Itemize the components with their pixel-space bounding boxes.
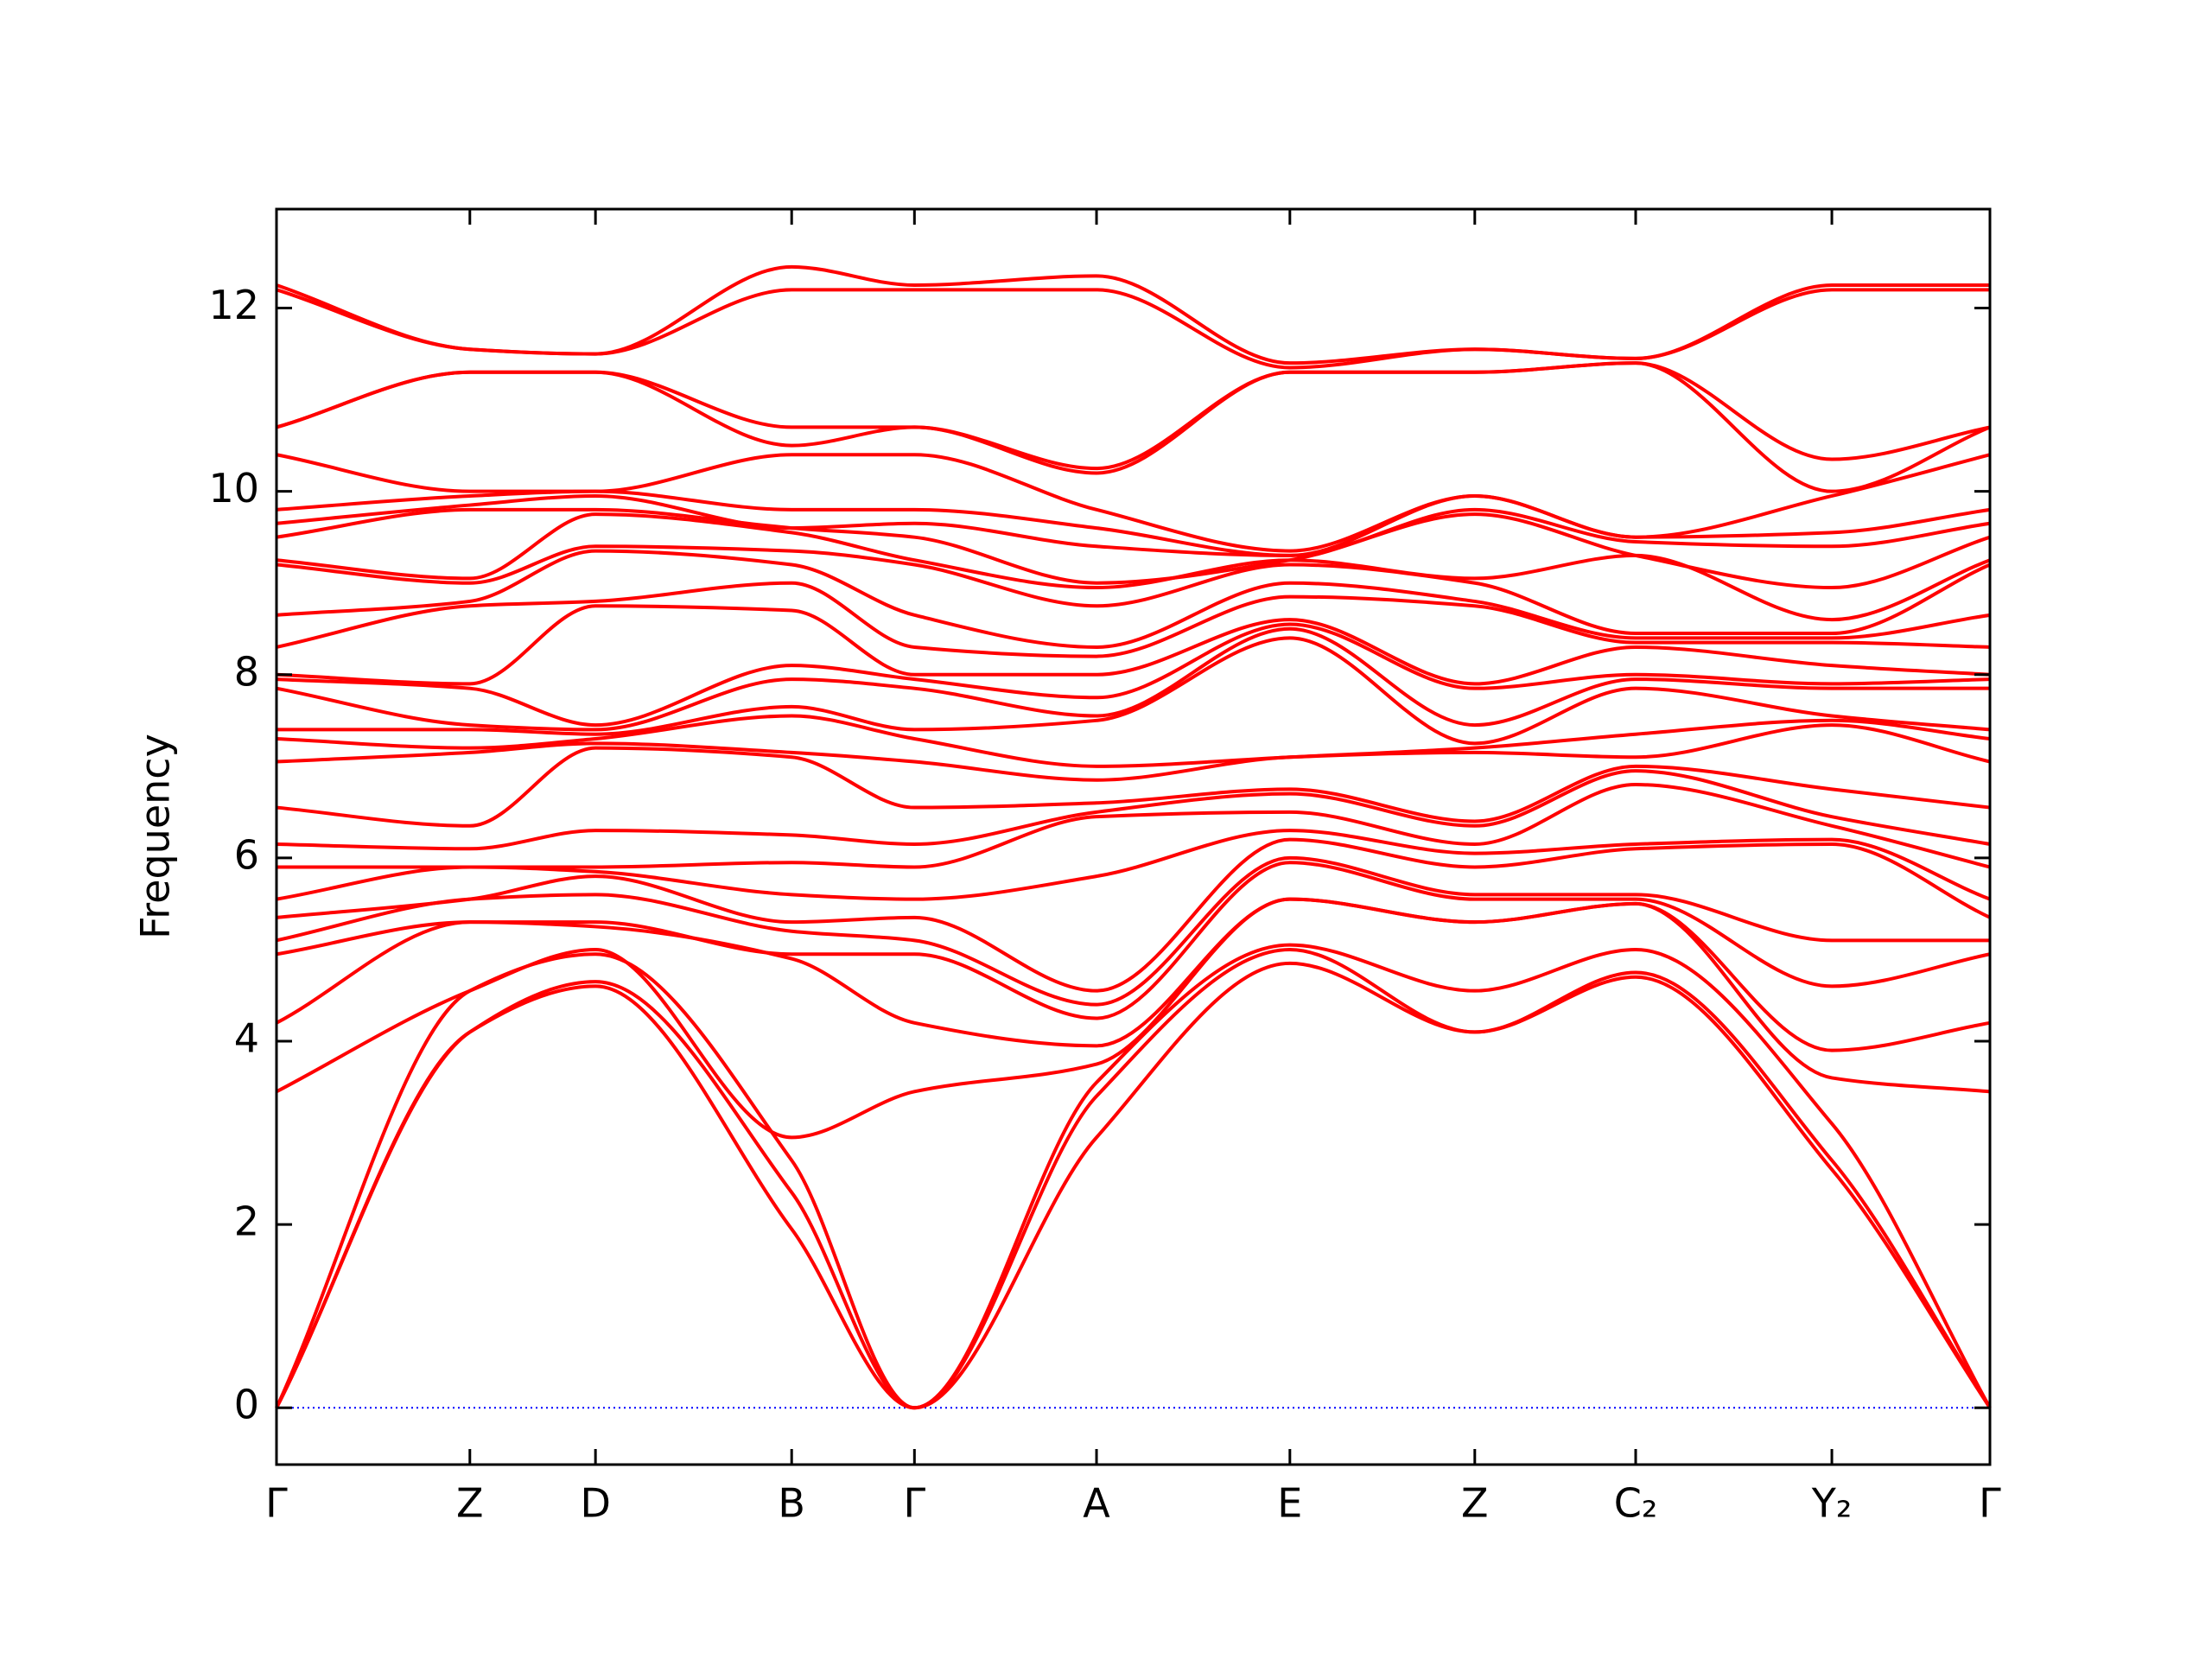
band (275, 961, 1992, 1410)
plot-frame (275, 207, 1992, 1466)
band (276, 769, 1991, 851)
x-tick-label: Z (1461, 1480, 1489, 1527)
band (276, 288, 1990, 370)
band (276, 829, 1991, 901)
x-tick-label: Γ (903, 1480, 925, 1527)
x-tick-label: Y₂ (1811, 1480, 1853, 1527)
band (276, 837, 1991, 993)
x-tick-label: E (1277, 1480, 1302, 1527)
band (276, 714, 1991, 768)
band (276, 783, 1991, 869)
band (276, 549, 1991, 649)
y-tick-label: 12 (208, 282, 259, 328)
band (276, 897, 1991, 1052)
band (276, 361, 1991, 471)
y-tick-label: 8 (234, 648, 259, 695)
band (276, 861, 1991, 1020)
y-axis-label: Frequency (132, 734, 179, 939)
y-tick-label: 2 (234, 1198, 259, 1245)
band (276, 581, 1991, 658)
x-tick-label: C₂ (1614, 1480, 1658, 1527)
band (276, 622, 1991, 728)
x-tick-label: Z (456, 1480, 484, 1527)
band (276, 512, 1991, 622)
band (276, 723, 1991, 782)
band (275, 947, 1992, 1410)
y-tick-label: 4 (234, 1015, 259, 1062)
band (276, 855, 1990, 1007)
x-tick-label: Γ (265, 1480, 288, 1527)
x-tick-label: A (1083, 1480, 1110, 1527)
x-tick-label: D (580, 1480, 610, 1527)
band (276, 493, 1991, 557)
x-tick-label: Γ (1979, 1480, 2001, 1527)
band (276, 604, 1991, 686)
band (276, 746, 1991, 828)
y-tick-label: 10 (208, 465, 259, 512)
band (276, 626, 1990, 732)
y-tick-label: 6 (234, 831, 259, 878)
band (276, 264, 1990, 365)
band (276, 544, 1991, 636)
band (276, 507, 1991, 590)
band (276, 361, 1991, 493)
band (275, 943, 1992, 1410)
band (276, 636, 1991, 746)
x-tick-label: B (778, 1480, 805, 1527)
y-tick-label: 0 (234, 1382, 259, 1428)
band (276, 897, 1991, 1140)
band (276, 453, 1991, 553)
